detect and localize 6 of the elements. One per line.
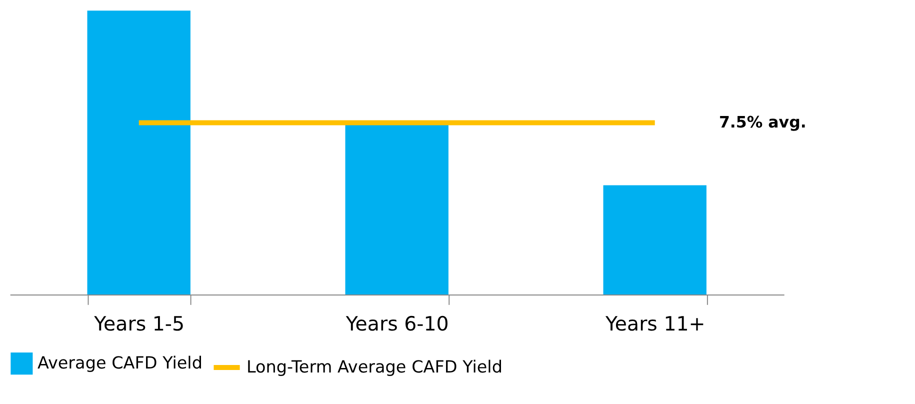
x-tick-label: Years 6-10 <box>344 312 449 336</box>
annotation: 7.5% avg. <box>718 112 806 132</box>
x-tick-label: Years 1-5 <box>93 312 185 336</box>
legend-label: Long-Term Average CAFD Yield <box>246 356 502 376</box>
legend-label: Average CAFD Yield <box>37 352 202 372</box>
x-tick-label: Years 11+ <box>604 312 706 336</box>
